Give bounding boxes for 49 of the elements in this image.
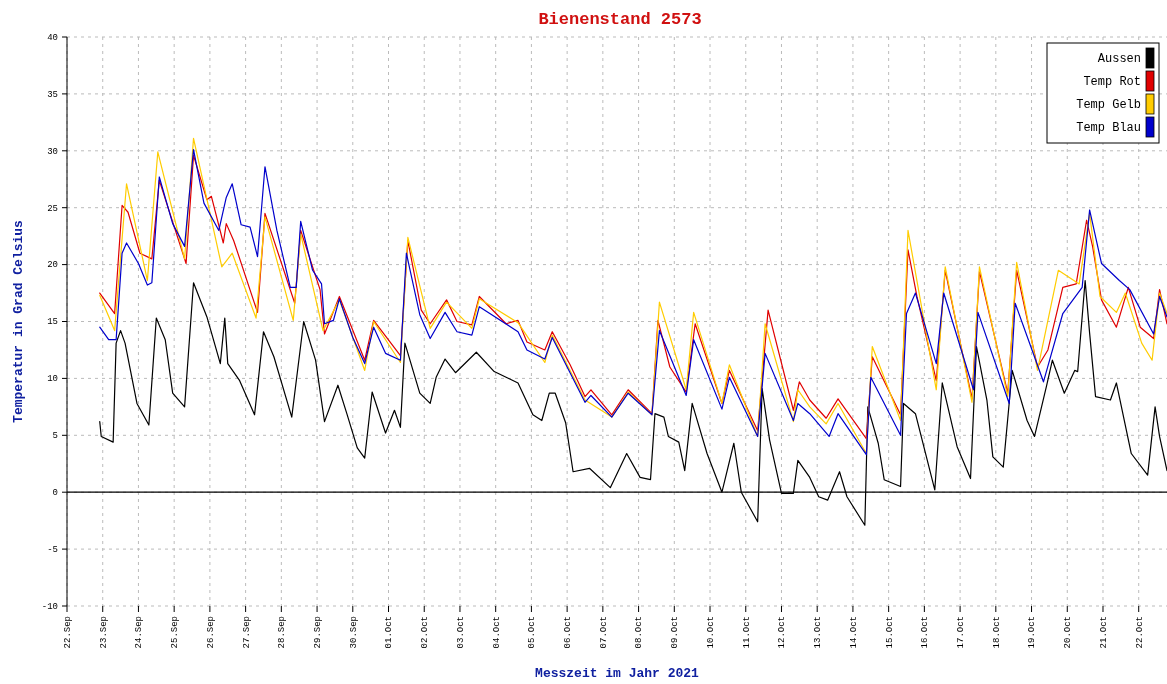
- y-tick-label: -5: [47, 544, 58, 555]
- x-tick-label: 03.Oct: [455, 616, 466, 649]
- x-tick-label: 22.Oct: [1134, 616, 1145, 649]
- x-tick-label: 01.Oct: [384, 616, 395, 649]
- y-tick-label: 0: [52, 488, 58, 499]
- x-tick-label: 13.Oct: [813, 616, 824, 649]
- x-tick-label: 07.Oct: [598, 616, 609, 649]
- x-tick-label: 21.Oct: [1098, 616, 1109, 649]
- x-axis-title: Messzeit im Jahr 2021: [535, 666, 700, 681]
- x-tick-label: 14.Oct: [848, 616, 859, 649]
- x-tick-label: 10.Oct: [705, 616, 716, 649]
- x-tick-label: 05.Oct: [527, 616, 538, 649]
- y-axis-title: Temperatur in Grad Celsius: [11, 219, 27, 423]
- x-tick-label: 02.Oct: [420, 616, 431, 649]
- chart-title: Bienenstand 2573: [538, 10, 702, 29]
- y-tick-label: 35: [47, 89, 58, 100]
- x-tick-label: 08.Oct: [634, 616, 645, 649]
- x-tick-label: 09.Oct: [670, 616, 681, 649]
- x-tick-label: 19.Oct: [1027, 616, 1038, 649]
- y-tick-label: 15: [47, 317, 58, 328]
- y-tick-label: 30: [47, 146, 58, 157]
- x-tick-label: 20.Oct: [1063, 616, 1074, 649]
- y-tick-label: 40: [47, 32, 58, 43]
- y-tick-label: 5: [52, 431, 58, 442]
- x-tick-label: 30.Sep: [348, 616, 359, 649]
- x-tick-label: 24.Sep: [134, 616, 145, 649]
- x-tick-label: 23.Sep: [98, 616, 109, 649]
- x-tick-label: 29.Sep: [312, 616, 323, 649]
- x-tick-label: 22.Sep: [62, 616, 73, 649]
- x-tick-label: 25.Sep: [170, 616, 181, 649]
- x-tick-label: 27.Sep: [241, 616, 252, 649]
- x-tick-label: 28.Sep: [277, 616, 288, 649]
- x-tick-label: 16.Oct: [920, 616, 931, 649]
- legend-label: Temp Gelb: [1076, 97, 1141, 112]
- x-tick-label: 12.Oct: [777, 616, 788, 649]
- x-tick-label: 18.Oct: [991, 616, 1002, 649]
- legend-label: Temp Blau: [1076, 120, 1141, 135]
- x-tick-label: 15.Oct: [884, 616, 895, 649]
- legend-label: Temp Rot: [1083, 74, 1141, 89]
- x-tick-label: 04.Oct: [491, 616, 502, 649]
- x-tick-label: 11.Oct: [741, 616, 752, 649]
- x-tick-label: 06.Oct: [563, 616, 574, 649]
- y-tick-label: 10: [47, 374, 58, 385]
- legend-label: Aussen: [1097, 51, 1141, 66]
- y-tick-label: 20: [47, 260, 58, 271]
- x-tick-label: 17.Oct: [955, 616, 966, 649]
- y-tick-label: -10: [41, 601, 58, 612]
- x-tick-label: 26.Sep: [205, 616, 216, 649]
- y-tick-label: 25: [47, 203, 58, 214]
